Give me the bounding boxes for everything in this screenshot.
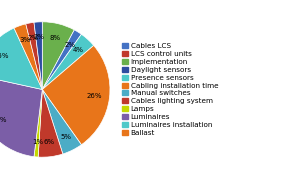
Text: 2%: 2% [34, 34, 45, 40]
Wedge shape [34, 90, 42, 157]
Text: 4%: 4% [72, 47, 83, 54]
Wedge shape [42, 45, 110, 145]
Text: 26%: 26% [87, 93, 102, 99]
Wedge shape [42, 22, 74, 90]
Wedge shape [42, 30, 81, 90]
Wedge shape [14, 24, 42, 90]
Text: 15%: 15% [0, 53, 9, 59]
Text: 8%: 8% [50, 35, 61, 41]
Text: 2%: 2% [65, 42, 76, 48]
Wedge shape [42, 34, 94, 90]
Wedge shape [0, 28, 42, 90]
Wedge shape [26, 22, 42, 90]
Text: 26%: 26% [0, 117, 7, 123]
Wedge shape [38, 90, 63, 157]
Text: 1%: 1% [32, 139, 43, 145]
Wedge shape [34, 22, 42, 90]
Text: 6%: 6% [43, 139, 54, 145]
Text: 2%: 2% [27, 35, 38, 41]
Text: 3%: 3% [19, 37, 30, 43]
Legend: Cables LCS, LCS control units, Implementation, Daylight sensors, Presence sensor: Cables LCS, LCS control units, Implement… [122, 43, 218, 136]
Wedge shape [0, 75, 42, 157]
Wedge shape [42, 90, 81, 154]
Text: 5%: 5% [60, 134, 71, 140]
